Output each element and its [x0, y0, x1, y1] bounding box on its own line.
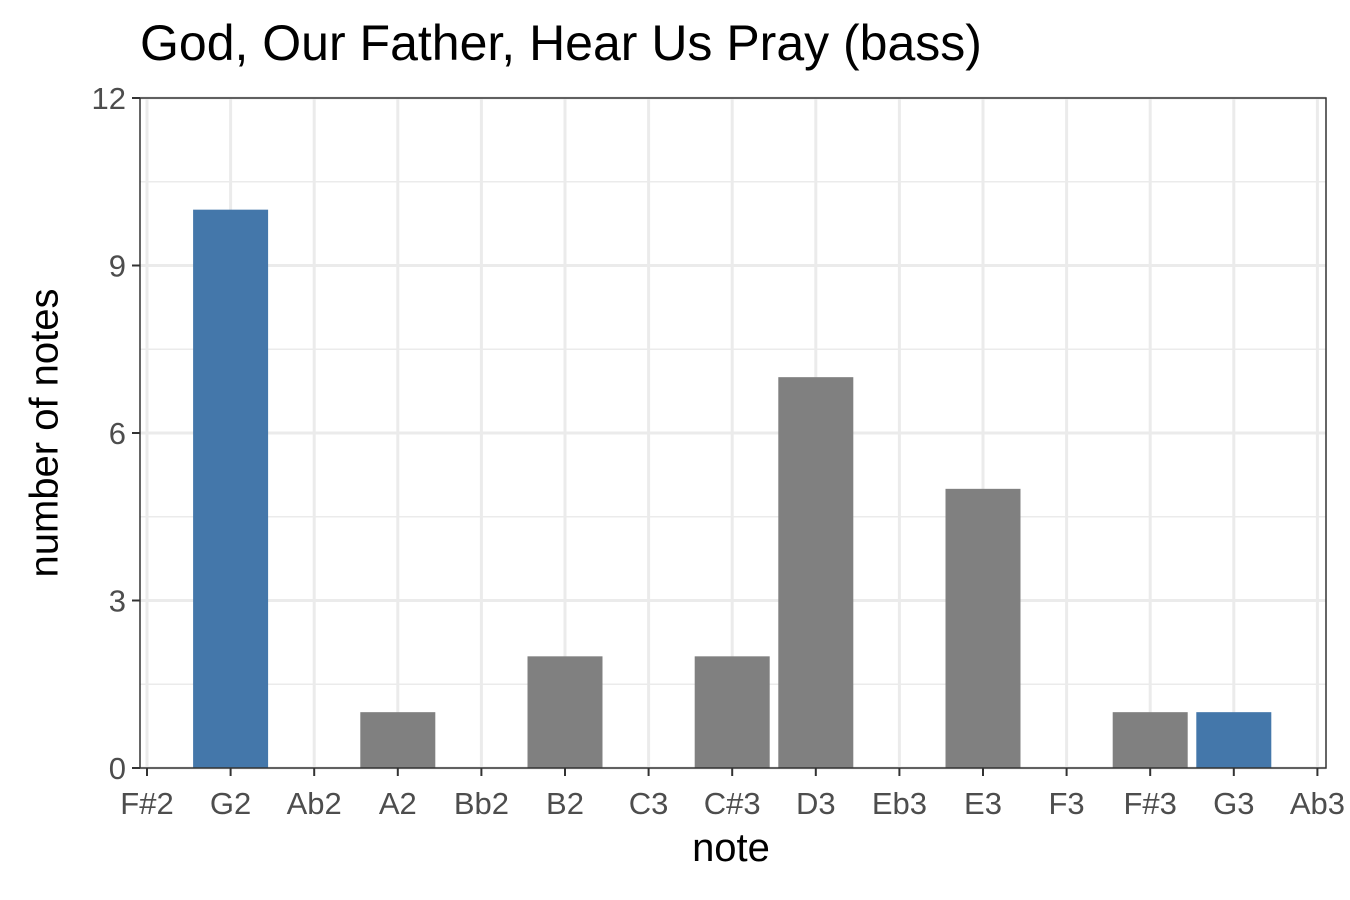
y-tick-label: 0 — [109, 751, 126, 786]
bar-B2 — [527, 656, 603, 768]
x-tick-label: Ab3 — [1290, 786, 1345, 821]
bar-C#3 — [694, 656, 770, 768]
bar-E3 — [945, 488, 1021, 768]
x-tick-label: C#3 — [704, 786, 761, 821]
chart-title: God, Our Father, Hear Us Pray (bass) — [140, 15, 982, 71]
x-tick-label: A2 — [379, 786, 417, 821]
x-tick-label: D3 — [796, 786, 836, 821]
y-tick-label: 3 — [109, 584, 126, 619]
bar-G2 — [193, 209, 269, 768]
y-axis-title-wrap: number of notes — [20, 98, 70, 768]
x-tick-label: F#2 — [120, 786, 173, 821]
y-axis: 0 3 6 9 12 — [92, 81, 140, 786]
x-tick-label: E3 — [964, 786, 1002, 821]
y-axis-title: number of notes — [22, 288, 67, 578]
x-tick-label: B2 — [546, 786, 584, 821]
y-tick-label: 12 — [92, 81, 126, 116]
x-axis-title: note — [692, 826, 770, 870]
bar-D3 — [778, 377, 854, 768]
x-tick-label: Bb2 — [454, 786, 509, 821]
x-tick-label: F3 — [1049, 786, 1085, 821]
x-tick-label: Ab2 — [287, 786, 342, 821]
x-tick-label: Eb3 — [872, 786, 927, 821]
x-tick-label: C3 — [629, 786, 669, 821]
y-tick-label: 9 — [109, 249, 126, 284]
x-tick-label: F#3 — [1123, 786, 1176, 821]
bars — [193, 209, 1272, 768]
bar-G3 — [1196, 712, 1272, 768]
x-tick-label: G3 — [1213, 786, 1254, 821]
x-axis: F#2 G2 Ab2 A2 Bb2 B2 C3 C#3 D3 Eb3 E3 F3 F#3 G3 Ab3 — [120, 768, 1345, 821]
y-tick-label: 6 — [109, 416, 126, 451]
bar-A2 — [360, 712, 436, 768]
bar-F#3 — [1112, 712, 1188, 768]
x-tick-label: G2 — [210, 786, 251, 821]
